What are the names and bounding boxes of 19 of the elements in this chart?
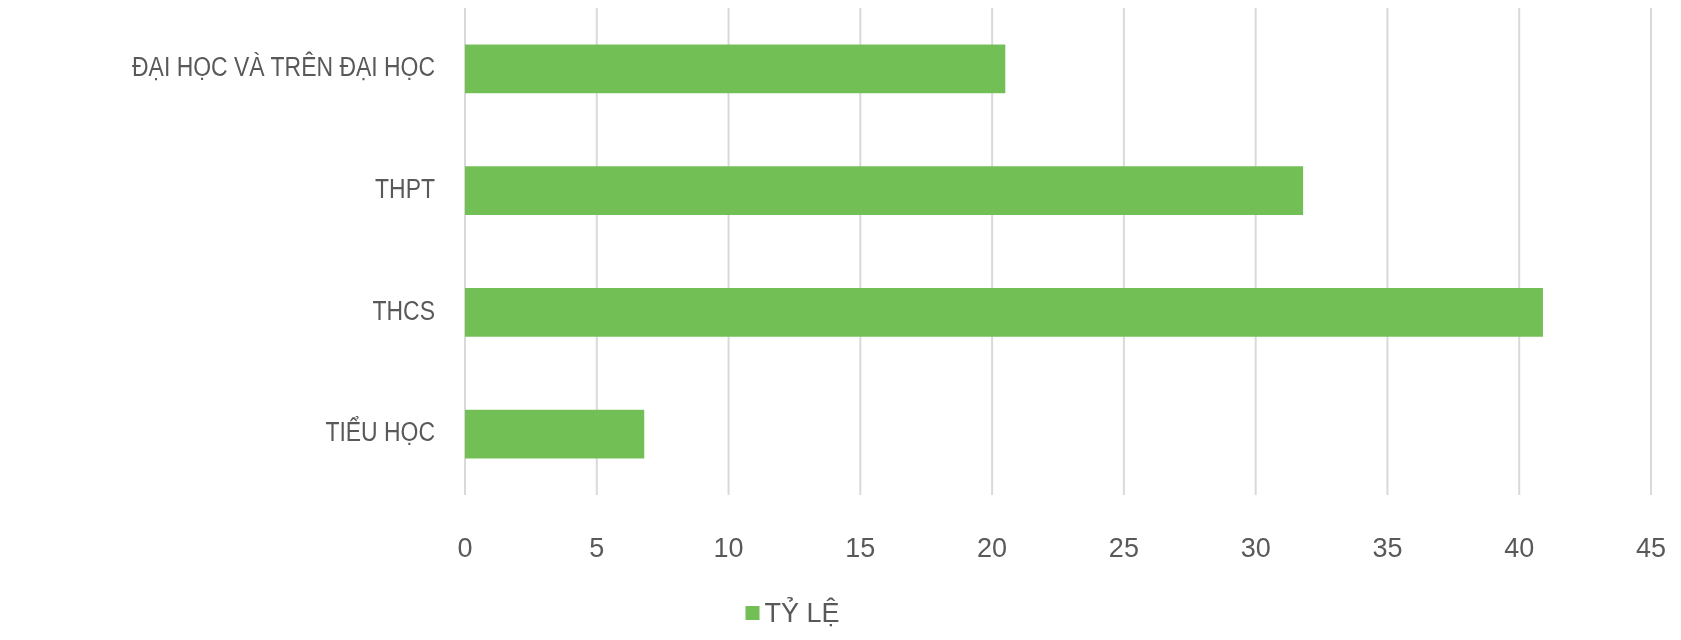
x-tick-label: 5 bbox=[589, 533, 605, 563]
x-tick-label: 30 bbox=[1240, 533, 1271, 563]
x-tick-label: 25 bbox=[1108, 533, 1139, 563]
y-tick-label: THCS bbox=[372, 294, 435, 325]
x-tick-label: 0 bbox=[457, 533, 473, 563]
y-tick-label: ĐẠI HỌC VÀ TRÊN ĐẠI HỌC bbox=[132, 51, 435, 82]
x-tick-label: 10 bbox=[713, 533, 744, 563]
y-tick-label: THPT bbox=[375, 172, 435, 204]
x-tick-label: 15 bbox=[845, 533, 876, 563]
bar bbox=[465, 288, 1543, 337]
legend-label: TỶ LỆ bbox=[764, 596, 840, 628]
bar bbox=[465, 409, 645, 459]
x-tick-label: 45 bbox=[1635, 533, 1667, 563]
x-tick-label: 40 bbox=[1504, 533, 1535, 563]
bar bbox=[465, 166, 1304, 215]
bar bbox=[465, 44, 1006, 94]
x-tick-label: 20 bbox=[977, 533, 1008, 563]
x-tick-label: 35 bbox=[1372, 533, 1403, 563]
y-tick-label: TIỂU HỌC bbox=[325, 416, 435, 447]
